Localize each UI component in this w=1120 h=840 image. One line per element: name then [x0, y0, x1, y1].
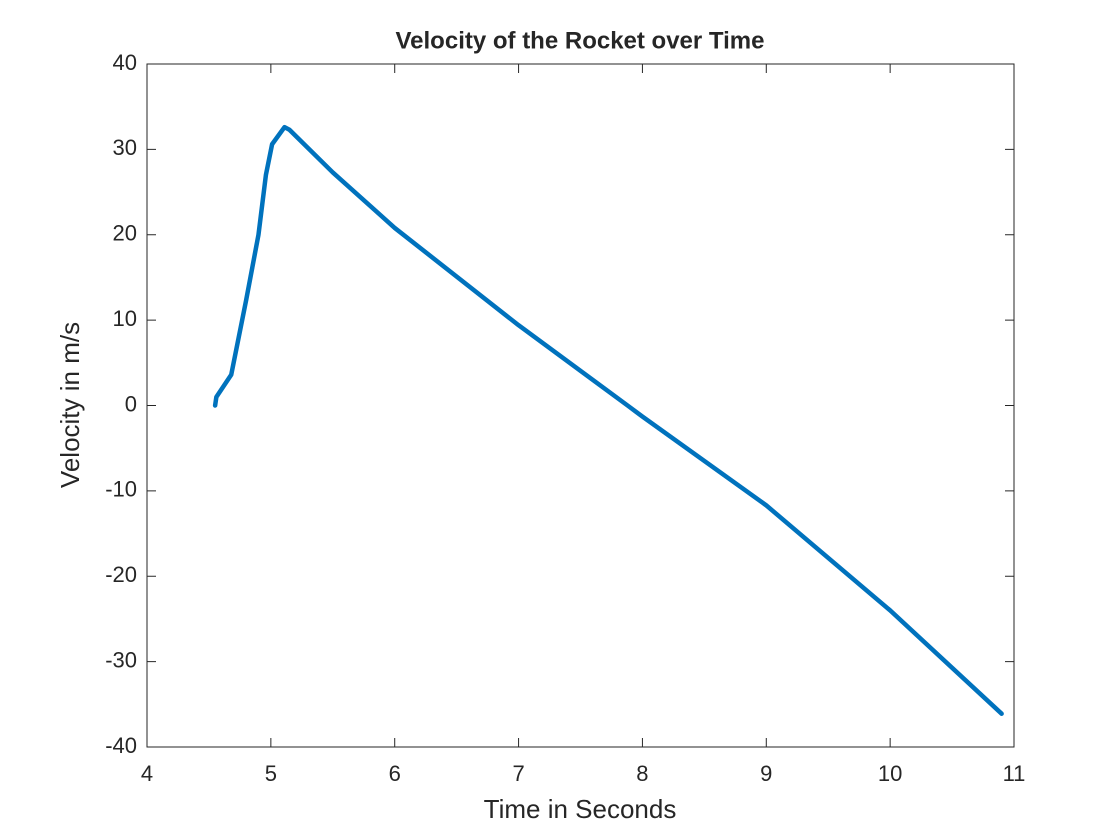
y-tick-label: 0 — [125, 391, 137, 416]
y-tick-label: -10 — [105, 477, 137, 502]
y-tick-label: -20 — [105, 562, 137, 587]
y-tick-label: 10 — [113, 306, 137, 331]
y-tick-label: 20 — [113, 221, 137, 246]
x-tick-label: 9 — [760, 761, 772, 786]
y-tick-label: -40 — [105, 733, 137, 758]
y-tick-label: 30 — [113, 135, 137, 160]
x-tick-label: 10 — [878, 761, 902, 786]
x-tick-label: 11 — [1003, 761, 1026, 786]
x-tick-label: 4 — [141, 761, 153, 786]
x-axis-label: Time in Seconds — [484, 794, 677, 824]
x-tick-label: 6 — [389, 761, 401, 786]
y-tick-label: 40 — [113, 50, 137, 75]
y-axis-label: Velocity in m/s — [55, 322, 85, 488]
x-tick-label: 5 — [265, 761, 277, 786]
x-tick-label: 7 — [512, 761, 524, 786]
chart-title: Velocity of the Rocket over Time — [395, 27, 764, 54]
x-tick-label: 8 — [636, 761, 648, 786]
data-line — [212, 124, 1004, 716]
y-tick-label: -30 — [105, 647, 137, 672]
